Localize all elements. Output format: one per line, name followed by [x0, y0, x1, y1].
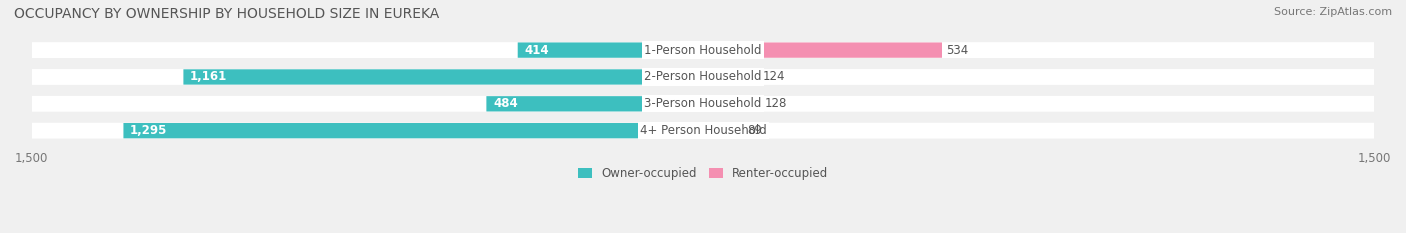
- FancyBboxPatch shape: [703, 42, 942, 58]
- Text: 1,295: 1,295: [131, 124, 167, 137]
- Legend: Owner-occupied, Renter-occupied: Owner-occupied, Renter-occupied: [572, 162, 834, 185]
- Text: 128: 128: [765, 97, 787, 110]
- FancyBboxPatch shape: [32, 96, 1374, 112]
- Text: 89: 89: [748, 124, 762, 137]
- Text: 414: 414: [524, 44, 550, 57]
- FancyBboxPatch shape: [124, 123, 703, 138]
- FancyBboxPatch shape: [486, 96, 703, 111]
- Text: OCCUPANCY BY OWNERSHIP BY HOUSEHOLD SIZE IN EUREKA: OCCUPANCY BY OWNERSHIP BY HOUSEHOLD SIZE…: [14, 7, 439, 21]
- FancyBboxPatch shape: [703, 69, 758, 85]
- Text: 3-Person Household: 3-Person Household: [644, 97, 762, 110]
- Text: 1-Person Household: 1-Person Household: [644, 44, 762, 57]
- FancyBboxPatch shape: [32, 69, 1374, 85]
- Text: 2-Person Household: 2-Person Household: [644, 70, 762, 83]
- Text: Source: ZipAtlas.com: Source: ZipAtlas.com: [1274, 7, 1392, 17]
- FancyBboxPatch shape: [183, 69, 703, 85]
- FancyBboxPatch shape: [703, 96, 761, 111]
- FancyBboxPatch shape: [32, 123, 1374, 139]
- Text: 124: 124: [763, 70, 786, 83]
- Text: 534: 534: [946, 44, 969, 57]
- Text: 484: 484: [494, 97, 517, 110]
- Text: 1,161: 1,161: [190, 70, 228, 83]
- FancyBboxPatch shape: [32, 42, 1374, 58]
- Text: 4+ Person Household: 4+ Person Household: [640, 124, 766, 137]
- FancyBboxPatch shape: [703, 123, 742, 138]
- FancyBboxPatch shape: [517, 42, 703, 58]
